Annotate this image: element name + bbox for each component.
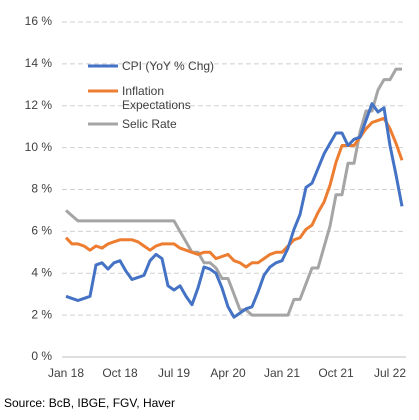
y-tick-label: 12 % <box>25 98 53 112</box>
x-tick-label: Jul 19 <box>158 366 190 380</box>
legend-label: CPI (YoY % Chg) <box>122 59 215 73</box>
x-tick-label: Oct 18 <box>102 366 138 380</box>
x-tick-label: Jul 22 <box>374 366 406 380</box>
y-tick-label: 14 % <box>25 56 53 70</box>
x-tick-label: Apr 20 <box>210 366 246 380</box>
source-note: Source: BcB, IBGE, FGV, Haver <box>4 396 175 410</box>
y-tick-label: 16 % <box>25 14 53 28</box>
y-tick-label: 4 % <box>31 265 52 279</box>
y-tick-label: 10 % <box>25 140 53 154</box>
legend-label: Selic Rate <box>122 117 177 131</box>
y-tick-label: 6 % <box>31 224 52 238</box>
x-tick-label: Oct 21 <box>318 366 354 380</box>
series-line <box>64 116 404 269</box>
y-tick-label: 2 % <box>31 307 52 321</box>
y-tick-label: 8 % <box>31 182 52 196</box>
series-line <box>65 102 404 319</box>
x-tick-label: Jan 21 <box>264 366 300 380</box>
legend-label: Inflation Expectations <box>122 84 191 112</box>
x-tick-label: Jan 18 <box>48 366 84 380</box>
y-tick-label: 0 % <box>31 349 52 363</box>
series-line <box>65 67 402 317</box>
